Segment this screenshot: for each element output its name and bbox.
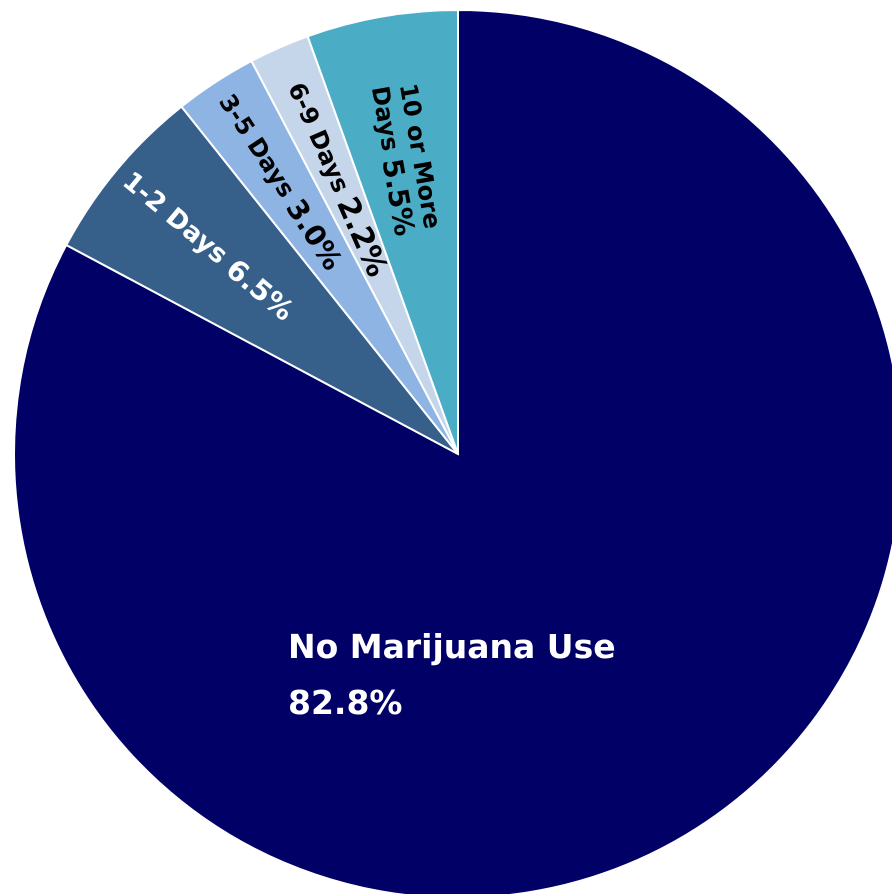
pie-slices	[13, 8, 892, 894]
slice-label-no-marijuana-use: No Marijuana Use	[288, 627, 616, 666]
pie-slice-10-or-more-days	[306, 8, 459, 455]
pie-slice-1-2-days	[64, 105, 459, 455]
slice-value-no-marijuana-use: 82.8%	[288, 683, 403, 722]
